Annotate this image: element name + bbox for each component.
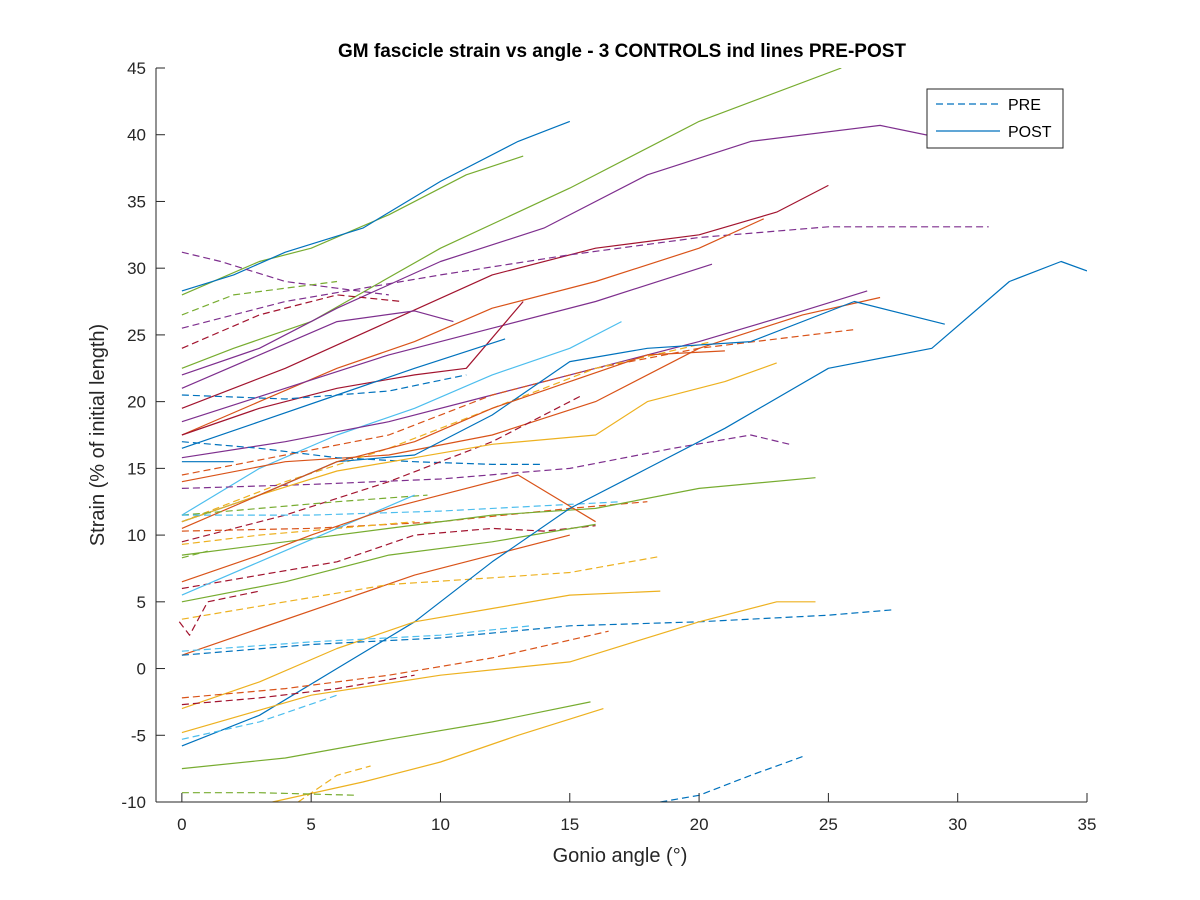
y-tick-label: 5 [137,593,146,612]
series-line-17 [181,374,467,400]
series-line-5 [181,251,389,296]
y-tick-label: 35 [127,192,146,211]
y-tick-label: 10 [127,526,146,545]
y-tick-label: -5 [131,726,146,745]
x-tick-label: 30 [948,815,967,834]
x-tick-label: 5 [306,815,315,834]
x-ticks: 0 5 10 15 20 25 30 35 [177,793,1096,834]
series-line-21 [181,434,790,489]
series-line-31 [181,525,596,590]
series-line-36 [181,550,208,559]
series-line-33 [181,494,415,596]
series-line-10 [181,218,764,436]
series-line-52 [660,756,803,802]
x-tick-label: 35 [1078,815,1097,834]
series-line-2 [181,68,842,369]
series-line-35 [181,474,596,583]
series-line-26 [181,350,725,529]
series-layer [178,68,1087,802]
x-axis-label: Gonio angle (°) [553,845,688,867]
y-tick-label: 25 [127,326,146,345]
axes [155,68,1087,803]
chart-title: GM fascicle strain vs angle - 3 CONTROLS… [338,41,906,62]
series-line-44 [181,630,609,699]
series-line-13 [181,338,506,449]
x-tick-label: 0 [177,815,186,834]
series-line-20 [181,441,544,465]
legend-box [926,88,1064,149]
series-line-49 [272,708,604,802]
series-line-37 [181,534,570,656]
series-line-43 [181,609,894,656]
y-tick-label: 0 [137,660,146,679]
series-line-51 [181,792,358,796]
series-line-39 [178,590,260,636]
series-line-41 [181,590,661,710]
series-line-11 [181,263,713,423]
series-line-42 [181,625,532,652]
y-tick-label: 30 [127,259,146,278]
series-line-40 [181,260,1087,747]
series-line-25 [181,362,777,523]
series-line-4 [181,184,829,409]
legend-post-label: POST [1008,124,1052,141]
series-line-1 [181,120,571,292]
series-line-45 [181,674,415,706]
series-line-29 [181,501,648,532]
series-line-8 [181,294,402,349]
series-line-6 [181,226,989,329]
x-tick-label: 15 [560,815,579,834]
y-ticks: -10 -5 0 5 10 15 20 25 30 35 40 45 [121,59,165,812]
series-line-9 [181,310,454,389]
legend-pre-label: PRE [1008,97,1041,114]
series-line-48 [181,701,591,770]
series-line-27 [181,494,428,516]
y-tick-label: 45 [127,59,146,78]
series-line-14 [181,321,622,516]
y-tick-label: -10 [121,793,146,812]
series-line-47 [181,694,338,740]
series-line-16 [181,296,881,483]
series-line-34 [181,523,596,603]
y-tick-label: 15 [127,459,146,478]
series-line-28 [181,501,622,516]
x-tick-label: 10 [431,815,450,834]
legend: PRE POST [926,88,1064,149]
series-line-15 [181,290,868,459]
series-line-7 [181,280,338,316]
series-line-50 [297,765,371,802]
series-line-19 [181,341,713,523]
y-tick-label: 20 [127,393,146,412]
y-axis-label: Strain (% of initial length) [87,324,109,546]
x-tick-label: 20 [690,815,709,834]
series-line-0 [181,155,524,296]
x-tick-label: 25 [819,815,838,834]
y-tick-label: 40 [127,126,146,145]
series-line-12 [181,301,524,436]
series-line-30 [181,521,415,545]
series-line-18 [181,329,855,476]
series-line-32 [181,477,816,556]
series-line-46 [181,601,816,734]
series-line-3 [181,124,958,376]
series-line-22 [181,394,583,543]
